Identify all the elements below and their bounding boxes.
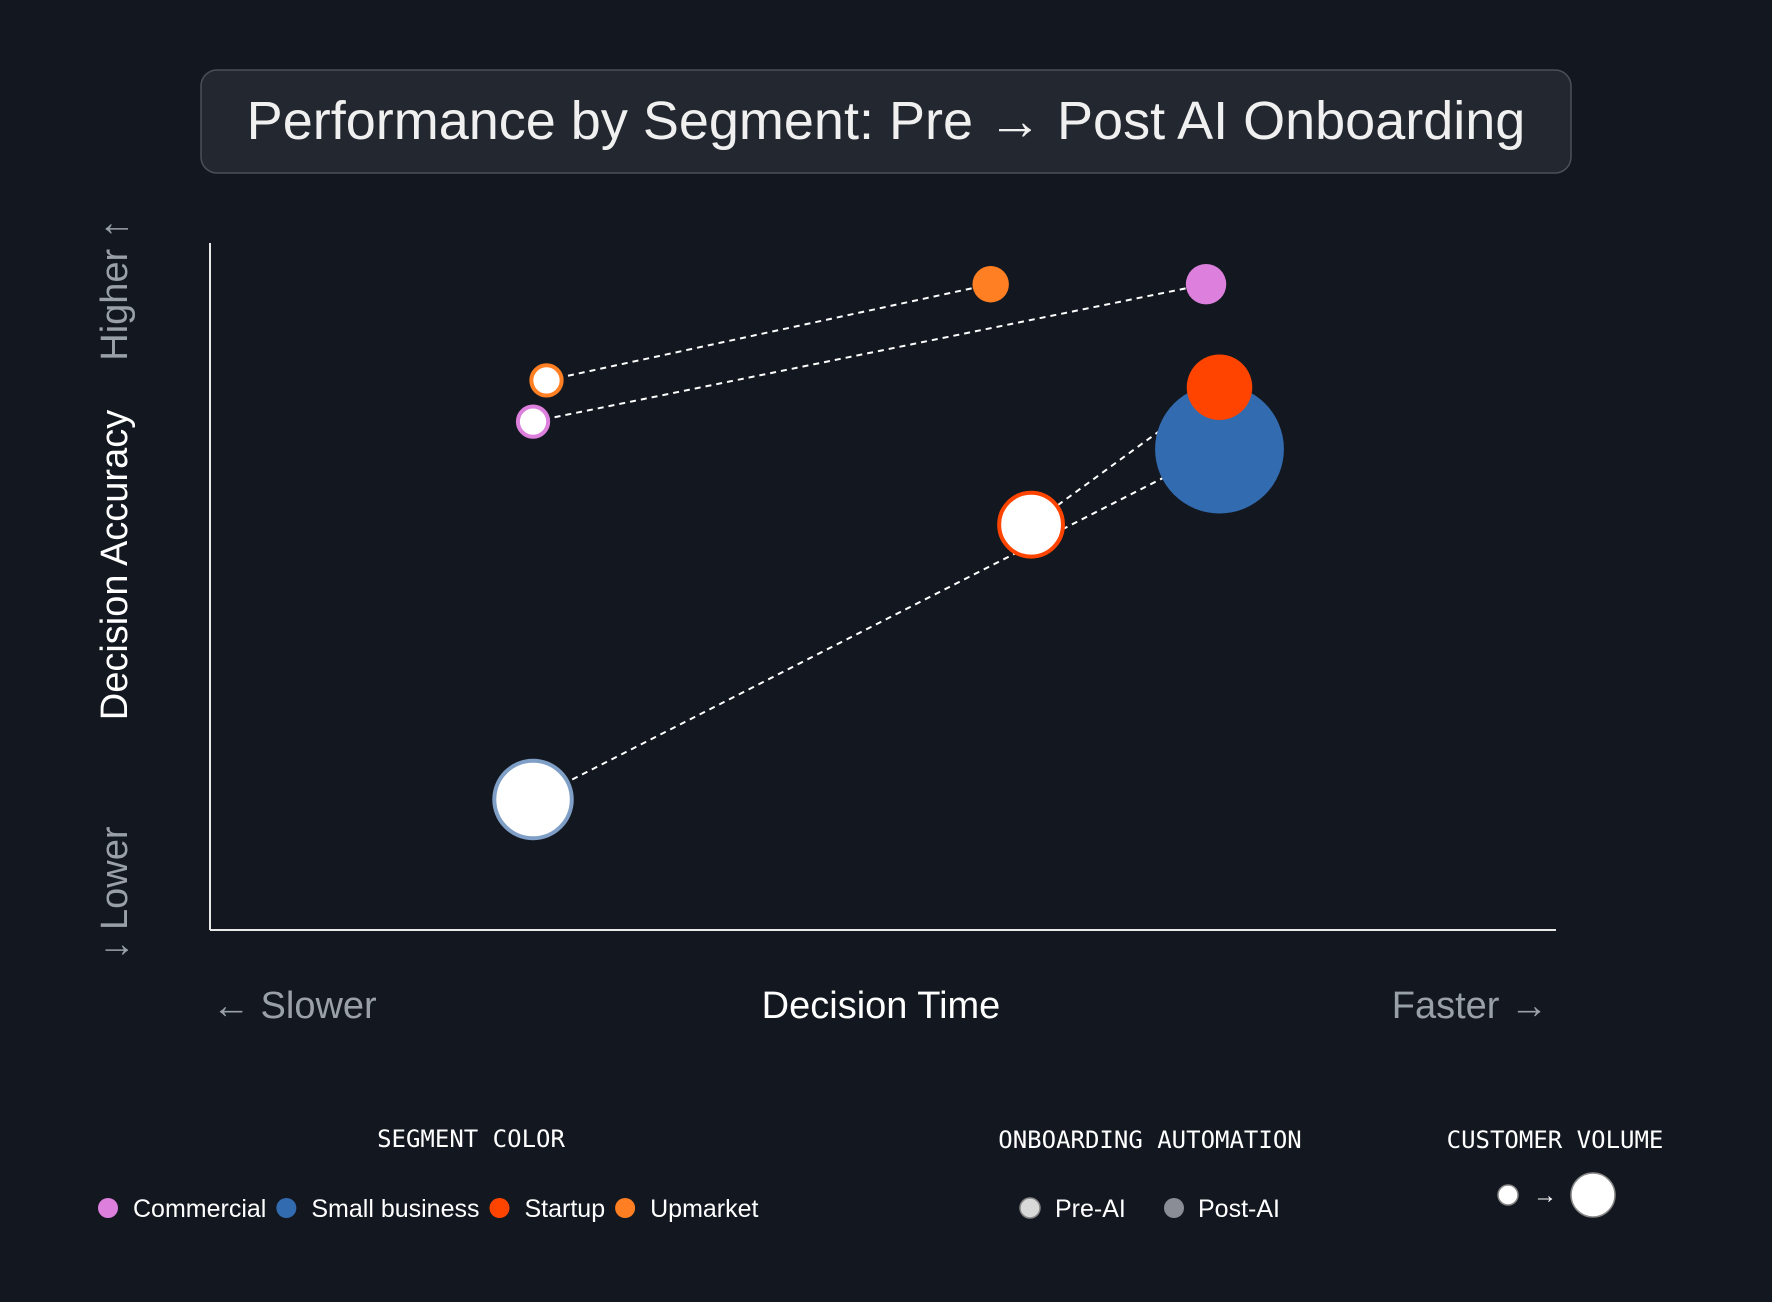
legend-pre-ai-marker — [1019, 1197, 1041, 1219]
point-post-startup — [1186, 354, 1253, 421]
legend-post-ai-label: Post-AI — [1198, 1195, 1280, 1223]
legend-label-upmarket: Upmarket — [650, 1195, 758, 1223]
point-post-upmarket — [972, 265, 1009, 303]
legend-label-commercial: Commercial — [133, 1195, 266, 1223]
point-pre-small-business — [492, 758, 574, 841]
y-high-label: Higher ↑ — [94, 219, 136, 361]
y-axis-label: Decision Accuracy — [94, 410, 136, 720]
y-low-label: ↓ Lower — [94, 826, 136, 959]
point-post-small-business — [1155, 384, 1284, 514]
legend-segment-title: SEGMENT COLOR — [377, 1125, 565, 1153]
connector-upmarket — [546, 283, 991, 382]
x-axis-label: Decision Time — [762, 985, 1001, 1027]
legend-marker-commercial — [98, 1198, 118, 1218]
legend-automation-title: ONBOARDING AUTOMATION — [998, 1126, 1301, 1154]
legend-post-ai-marker — [1164, 1198, 1184, 1218]
segment-legend: Commercial Small business Startup Upmarket — [98, 1195, 759, 1223]
legend-marker-startup — [489, 1198, 510, 1218]
point-pre-commercial — [515, 404, 551, 439]
legend-marker-small-business — [276, 1198, 297, 1218]
connector-commercial — [532, 283, 1207, 423]
connector-small-business — [532, 448, 1220, 801]
legend-label-startup: Startup — [525, 1195, 606, 1223]
point-pre-startup — [997, 490, 1065, 559]
legend-pre-ai-label: Pre-AI — [1055, 1195, 1126, 1223]
legend-volume-title: CUSTOMER VOLUME — [1447, 1126, 1664, 1154]
legend-volume-large-icon — [1570, 1172, 1616, 1218]
legend-marker-upmarket — [615, 1198, 636, 1218]
legend-volume-arrow: → — [1533, 1182, 1557, 1209]
chart-title: Performance by Segment: Pre → Post AI On… — [247, 91, 1526, 151]
legend-label-small-business: Small business — [311, 1195, 479, 1223]
point-post-commercial — [1185, 264, 1227, 305]
legend-volume-small-icon — [1497, 1184, 1519, 1206]
connector-startup — [1030, 386, 1221, 526]
x-high-label: Faster → — [1392, 985, 1548, 1027]
point-pre-upmarket — [529, 363, 564, 398]
title-box — [200, 69, 1572, 174]
plot-marks — [492, 264, 1284, 841]
x-low-label: ← Slower — [212, 985, 377, 1027]
